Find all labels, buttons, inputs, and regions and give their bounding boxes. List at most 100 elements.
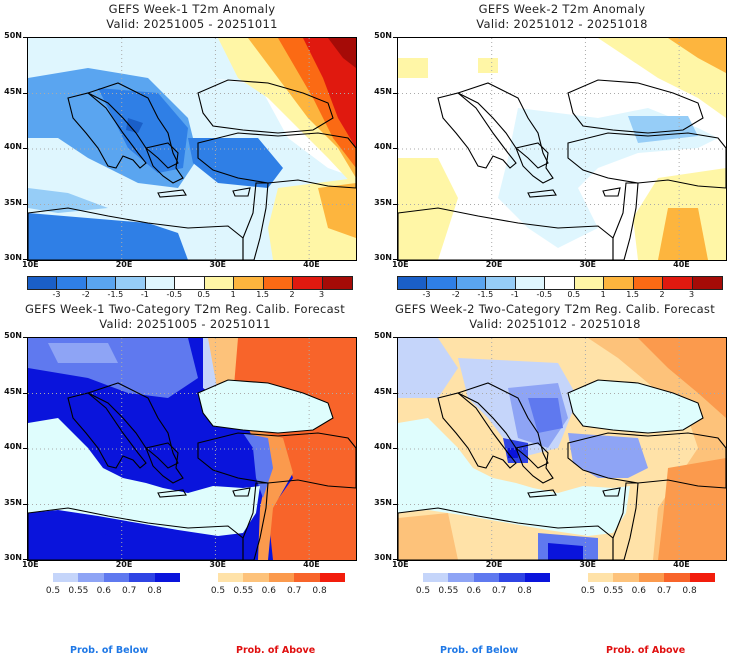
- longitude-label: 20E: [115, 560, 133, 569]
- coastline: [567, 132, 726, 189]
- map-canvas: [398, 38, 726, 260]
- latitude-label: 50N: [374, 331, 392, 340]
- panel-title: GEFS Week-2 T2m Anomaly: [478, 2, 646, 16]
- coastline: [515, 142, 554, 184]
- map-week1-anomaly: [27, 37, 357, 261]
- shaded-region: [598, 38, 726, 118]
- colorbar-swatch: [294, 573, 320, 582]
- prob-above-caption: Prob. of Above: [606, 645, 686, 656]
- colorbar-label: 3: [318, 290, 325, 299]
- colorbar-swatch: [499, 573, 525, 582]
- shaded-region: [548, 543, 583, 560]
- colorbar-label: 0.8: [312, 586, 327, 596]
- shaded-region: [243, 433, 273, 498]
- coastline: [242, 482, 269, 560]
- longitude-label: 40E: [303, 260, 320, 269]
- coastline: [437, 92, 517, 169]
- prob-below-caption: Prob. of Below: [70, 645, 149, 656]
- latitude-tick: [393, 559, 397, 560]
- colorbar-swatch: [218, 573, 244, 582]
- longitude-label: 30E: [209, 260, 227, 269]
- latitude-tick: [23, 392, 27, 394]
- colorbar-label: 0.7: [122, 586, 137, 596]
- latitude-label: 35N: [374, 497, 392, 507]
- colorbar-swatch: [574, 277, 605, 289]
- shaded-region: [498, 108, 718, 248]
- prob-below-caption: Prob. of Below: [440, 645, 519, 656]
- coastline: [242, 182, 269, 260]
- colorbar-label: 0.6: [631, 586, 646, 596]
- colorbar-label: 0.8: [682, 586, 697, 596]
- shaded-region: [28, 533, 243, 560]
- colorbar-label: 1.5: [626, 290, 639, 299]
- colorbar-swatch: [427, 277, 457, 289]
- coastline: [145, 142, 184, 184]
- colorbar-label: 0.6: [466, 586, 481, 596]
- coastline: [86, 382, 179, 469]
- latitude-tick: [23, 559, 27, 560]
- colorbar-swatch: [486, 277, 516, 289]
- colorbar-label: 0.8: [147, 586, 162, 596]
- latitude-tick: [23, 259, 27, 260]
- longitude-label: 40E: [673, 260, 690, 269]
- prob-below-colorbar: [423, 573, 550, 582]
- colorbar-swatch: [524, 573, 550, 582]
- map-week2-probability: [397, 337, 727, 561]
- coastline: [67, 392, 147, 469]
- latitude-label: 30N: [374, 253, 392, 262]
- coastline: [602, 187, 621, 197]
- latitude-tick: [23, 92, 27, 94]
- latitude-label: 40N: [4, 142, 22, 151]
- colorbar-label: 0.55: [438, 586, 459, 596]
- map-canvas: [398, 338, 726, 560]
- coastline: [398, 207, 614, 260]
- shaded-region: [668, 38, 726, 73]
- coastline: [86, 82, 179, 169]
- latitude-tick: [23, 503, 27, 505]
- colorbar-label: 0.55: [603, 586, 624, 596]
- colorbar-label: 0.5: [45, 586, 61, 596]
- colorbar-swatch: [613, 573, 639, 582]
- coastline: [398, 507, 614, 560]
- map-canvas: [28, 38, 356, 260]
- latitude-tick: [393, 503, 397, 505]
- colorbar-swatch: [473, 573, 500, 582]
- coastline: [67, 92, 147, 169]
- shaded-region: [658, 208, 708, 260]
- coastline: [612, 482, 639, 560]
- latitude-tick: [23, 203, 27, 205]
- latitude-label: 45N: [374, 386, 392, 396]
- coastline: [232, 487, 251, 497]
- latitude-label: 40N: [4, 442, 22, 451]
- shaded-region: [398, 58, 428, 78]
- colorbar-swatch: [545, 277, 575, 289]
- colorbar-label: 0.5: [580, 586, 596, 596]
- latitude-label: 50N: [374, 31, 392, 40]
- longitude-label: 10E: [22, 260, 39, 269]
- latitude-label: 50N: [4, 331, 22, 340]
- shaded-region: [188, 138, 283, 188]
- colorbar-label: 0.5: [567, 290, 581, 299]
- shaded-region: [478, 58, 498, 73]
- coastline: [157, 489, 187, 498]
- colorbar-swatch: [116, 277, 146, 289]
- latitude-tick: [393, 203, 397, 205]
- colorbar-label: 0.7: [287, 586, 302, 596]
- shaded-region: [638, 338, 726, 418]
- latitude-tick: [393, 392, 397, 394]
- latitude-tick: [23, 37, 27, 38]
- colorbar-swatch: [515, 277, 546, 289]
- coastline: [157, 189, 187, 198]
- colorbar-label: -2: [451, 290, 460, 299]
- coastline: [602, 487, 621, 497]
- coastline: [197, 379, 334, 434]
- shaded-region: [248, 428, 293, 560]
- colorbar-swatch: [57, 277, 87, 289]
- latitude-label: 35N: [4, 197, 22, 207]
- colorbar-swatch: [633, 277, 664, 289]
- latitude-tick: [393, 448, 397, 449]
- shaded-region: [48, 343, 118, 363]
- colorbar-swatch: [175, 277, 205, 289]
- latitude-tick: [23, 448, 27, 449]
- shaded-region: [303, 38, 356, 148]
